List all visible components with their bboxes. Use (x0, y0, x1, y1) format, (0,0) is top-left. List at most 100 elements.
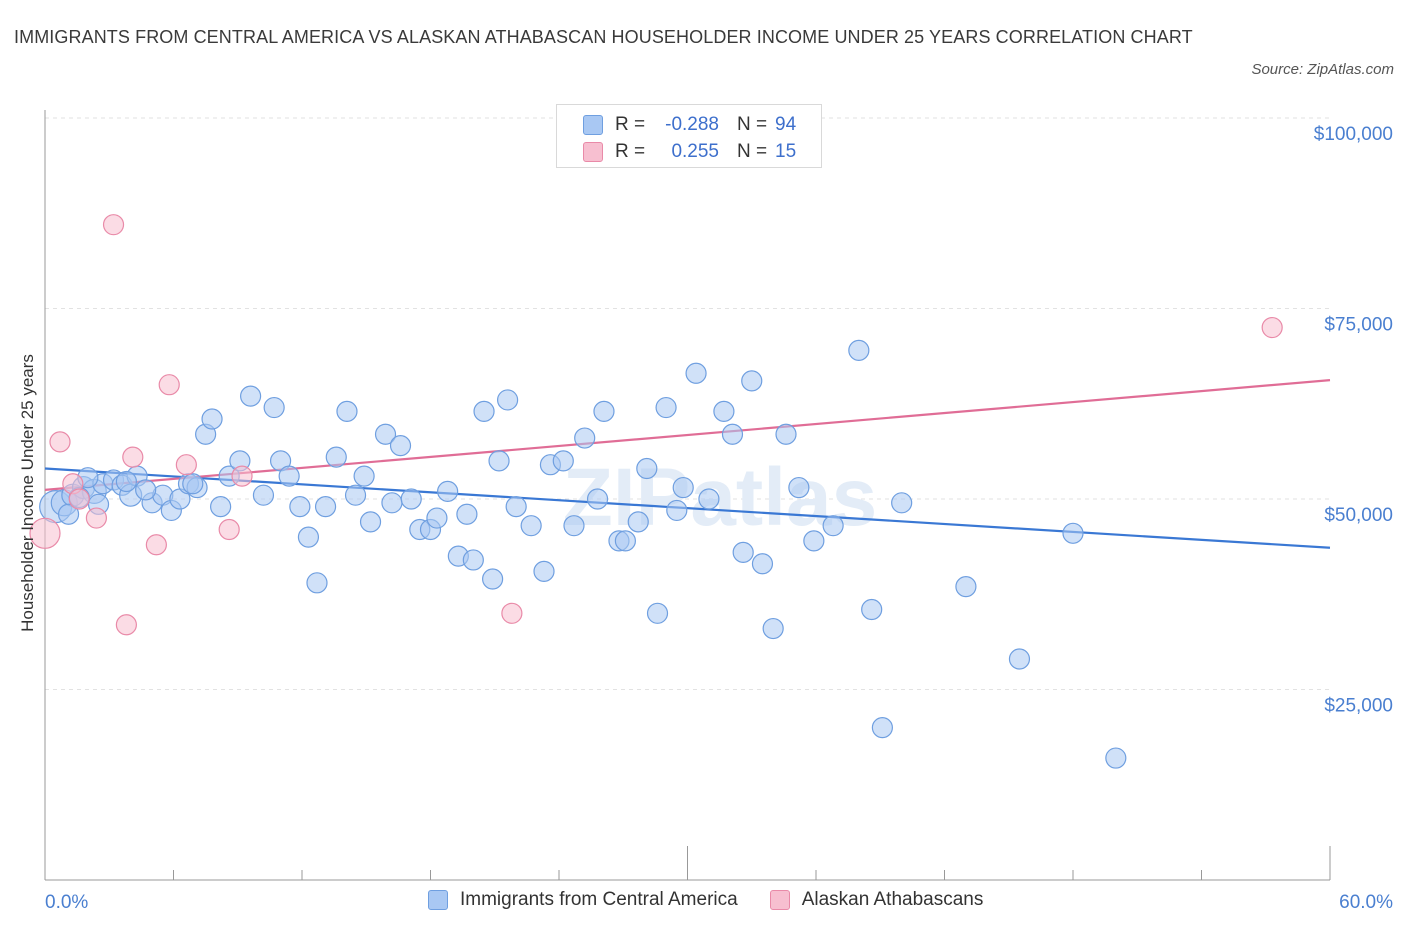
y-tick-label: $100,000 (1314, 124, 1393, 145)
r-value: -0.288 (665, 114, 719, 135)
point-athabascan (68, 488, 90, 510)
point-central-america (462, 549, 484, 571)
r-label: R = (615, 141, 646, 162)
legend-swatch-blue (583, 115, 603, 135)
point-athabascan (501, 602, 523, 624)
point-central-america (353, 465, 375, 487)
legend-item-athabascans: Alaskan Athabascans (769, 889, 984, 911)
point-central-america (437, 480, 459, 502)
point-central-america (182, 473, 204, 495)
tick-labels: $100,000 $75,000 $50,000 $25,000 0.0% 60.0% (45, 124, 1393, 913)
point-central-america (135, 479, 157, 501)
x-tick-label: 60.0% (1339, 892, 1393, 913)
point-central-america (426, 507, 448, 529)
trend-line-central-america (44, 467, 1331, 549)
n-label: N = (737, 141, 768, 162)
point-central-america (1105, 747, 1127, 769)
point-central-america (456, 503, 478, 525)
series-legend: Immigrants from Central America Alaskan … (428, 889, 1015, 911)
point-central-america (488, 450, 510, 472)
point-central-america (861, 598, 883, 621)
point-central-america (297, 526, 320, 548)
data-points (29, 214, 1283, 769)
legend-item-central-america: Immigrants from Central America (428, 889, 738, 911)
source-note: Source: ZipAtlas.com (1251, 61, 1394, 78)
point-athabascan (145, 534, 167, 556)
point-central-america (871, 716, 893, 739)
point-central-america (210, 496, 232, 518)
point-central-america (574, 427, 596, 449)
legend-label: Immigrants from Central America (460, 889, 738, 910)
point-athabascan (85, 507, 108, 529)
point-central-america (563, 515, 585, 537)
point-central-america (751, 553, 774, 575)
point-central-america (822, 515, 844, 537)
y-axis-label: Householder Income Under 25 years (18, 354, 37, 632)
point-central-america (655, 396, 677, 419)
point-central-america (713, 400, 735, 422)
point-central-america (721, 423, 744, 445)
gridlines (45, 117, 1330, 690)
point-central-america (803, 530, 825, 552)
point-athabascan (49, 431, 71, 453)
trend-line-athabascan (44, 379, 1331, 491)
point-central-america (344, 484, 367, 506)
point-central-america (359, 511, 382, 533)
point-central-america (552, 450, 574, 472)
correlation-legend: R = -0.288 N = 94 R = 0.255 N = 15 (556, 104, 822, 168)
point-central-america (374, 423, 397, 445)
legend-row-athabascans: R = 0.255 N = 15 (583, 139, 796, 165)
point-central-america (505, 496, 527, 518)
point-central-america (325, 446, 347, 468)
point-athabascan (175, 454, 197, 476)
point-central-america (482, 568, 504, 590)
point-athabascan (1261, 316, 1283, 339)
point-central-america (400, 488, 422, 510)
legend-row-central-america: R = -0.288 N = 94 (583, 112, 796, 138)
r-value: 0.255 (671, 141, 719, 162)
point-central-america (1062, 522, 1084, 544)
point-athabascan (115, 614, 137, 636)
point-central-america (57, 503, 80, 525)
point-central-america (741, 370, 763, 392)
point-central-america (593, 400, 615, 422)
point-central-america (314, 496, 337, 518)
point-central-america (775, 423, 797, 445)
point-athabascan (231, 465, 253, 487)
point-central-america (955, 576, 977, 598)
point-central-america (201, 408, 223, 430)
point-central-america (646, 602, 669, 624)
point-central-america (336, 400, 358, 422)
point-central-america (473, 400, 495, 422)
point-central-america (636, 457, 658, 480)
point-athabascan (29, 517, 61, 549)
point-central-america (762, 617, 784, 640)
legend-swatch-blue (428, 890, 448, 910)
point-central-america (586, 488, 609, 510)
chart-title: IMMIGRANTS FROM CENTRAL AMERICA VS ALASK… (14, 27, 1193, 47)
point-central-america (289, 496, 311, 518)
point-central-america (263, 396, 285, 419)
point-athabascan (102, 214, 125, 236)
point-central-america (848, 339, 870, 362)
y-tick-label: $50,000 (1324, 505, 1393, 526)
point-central-america (685, 362, 707, 384)
x-tick-label: 0.0% (45, 892, 88, 913)
point-central-america (240, 385, 262, 407)
n-value: 94 (775, 114, 797, 135)
legend-swatch-pink (583, 142, 603, 162)
legend-label: Alaskan Athabascans (801, 889, 984, 910)
point-central-america (666, 499, 688, 522)
point-central-america (497, 389, 519, 411)
point-central-america (389, 435, 412, 457)
point-central-america (1008, 648, 1031, 670)
point-central-america (381, 492, 403, 514)
point-central-america (732, 541, 754, 563)
point-central-america (698, 488, 720, 510)
n-label: N = (737, 114, 768, 135)
point-athabascan (122, 446, 144, 468)
point-central-america (520, 515, 542, 537)
point-central-america (788, 476, 810, 499)
n-value: 15 (775, 141, 797, 162)
